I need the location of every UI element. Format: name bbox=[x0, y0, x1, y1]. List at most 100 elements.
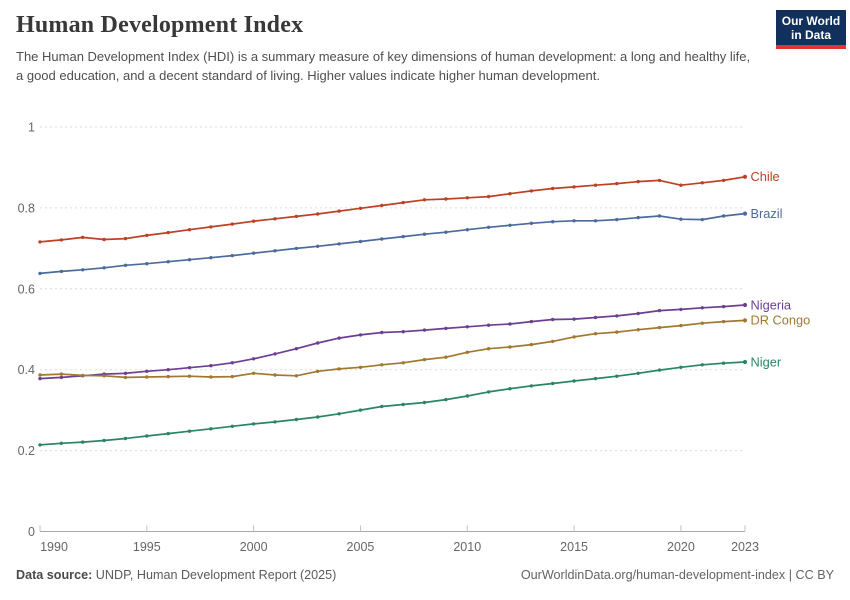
data-point bbox=[593, 332, 598, 336]
data-point bbox=[209, 256, 213, 260]
data-point bbox=[102, 266, 106, 270]
data-point bbox=[742, 318, 748, 323]
data-point bbox=[742, 211, 748, 216]
chart-footer: Data source: UNDP, Human Development Rep… bbox=[16, 568, 834, 582]
data-point bbox=[209, 225, 213, 229]
data-point bbox=[166, 260, 170, 264]
data-point bbox=[59, 375, 64, 380]
data-point bbox=[187, 366, 192, 370]
line-dr-congo[interactable]: DR Congo bbox=[38, 313, 811, 380]
line-niger[interactable]: Niger bbox=[38, 354, 782, 447]
data-point bbox=[444, 230, 448, 234]
data-point bbox=[59, 441, 64, 445]
data-point bbox=[615, 374, 619, 378]
data-point bbox=[529, 342, 534, 347]
data-point bbox=[145, 369, 149, 373]
data-point bbox=[294, 417, 299, 422]
data-point bbox=[316, 415, 320, 419]
data-point bbox=[102, 237, 106, 242]
data-point bbox=[294, 214, 299, 219]
y-tick-label: 0.6 bbox=[18, 282, 35, 296]
data-point bbox=[81, 235, 85, 240]
data-point bbox=[700, 363, 704, 367]
data-point bbox=[615, 217, 619, 222]
series-path-niger bbox=[39, 361, 746, 446]
data-point bbox=[401, 200, 405, 205]
data-point bbox=[251, 251, 256, 255]
data-point bbox=[230, 424, 234, 428]
data-point bbox=[572, 219, 576, 223]
x-tick-label: 2020 bbox=[667, 540, 695, 554]
data-point bbox=[59, 269, 64, 274]
data-point bbox=[465, 394, 469, 398]
data-point bbox=[679, 365, 683, 369]
data-point bbox=[294, 347, 299, 351]
data-point bbox=[187, 429, 192, 433]
series-label-brazil[interactable]: Brazil bbox=[751, 206, 783, 221]
series-label-niger[interactable]: Niger bbox=[751, 354, 782, 369]
y-tick-label: 0.2 bbox=[18, 444, 35, 458]
data-point bbox=[593, 219, 598, 223]
data-point bbox=[380, 330, 384, 335]
data-point bbox=[380, 203, 384, 208]
data-point bbox=[337, 367, 341, 371]
data-point bbox=[529, 189, 534, 193]
data-point bbox=[358, 239, 363, 244]
data-point bbox=[572, 185, 576, 189]
line-brazil[interactable]: Brazil bbox=[38, 206, 783, 276]
line-chile[interactable]: Chile bbox=[38, 169, 780, 244]
data-point bbox=[551, 186, 555, 191]
series-path-brazil bbox=[39, 212, 746, 275]
logo-red-bar bbox=[776, 45, 846, 49]
x-tick-label: 1995 bbox=[133, 540, 161, 554]
data-point bbox=[273, 217, 277, 221]
data-point bbox=[615, 330, 619, 334]
data-point bbox=[572, 379, 576, 383]
data-point bbox=[59, 238, 64, 242]
x-tick-label: 2000 bbox=[240, 540, 268, 554]
data-point bbox=[721, 214, 726, 218]
data-point bbox=[358, 206, 363, 210]
data-point bbox=[230, 253, 234, 258]
y-tick-label: 0.4 bbox=[18, 363, 35, 377]
data-point bbox=[38, 376, 42, 381]
data-point bbox=[59, 372, 64, 376]
series-label-dr-congo[interactable]: DR Congo bbox=[751, 313, 811, 328]
owid-logo[interactable]: Our World in Data bbox=[776, 10, 846, 49]
data-point bbox=[145, 434, 149, 438]
data-point bbox=[657, 178, 662, 183]
data-point bbox=[123, 436, 128, 441]
data-point bbox=[721, 178, 726, 183]
data-point bbox=[657, 308, 662, 313]
data-point bbox=[81, 268, 85, 272]
data-point bbox=[380, 363, 384, 367]
series-path-chile bbox=[39, 175, 746, 243]
series-label-chile[interactable]: Chile bbox=[751, 169, 780, 184]
data-point bbox=[401, 330, 405, 334]
data-point bbox=[636, 215, 640, 220]
data-point bbox=[529, 384, 534, 388]
series-label-nigeria[interactable]: Nigeria bbox=[751, 297, 792, 312]
data-point bbox=[422, 328, 427, 332]
data-point bbox=[486, 194, 491, 199]
canonical-link[interactable]: OurWorldinData.org/human-development-ind… bbox=[520, 568, 834, 582]
data-point bbox=[123, 263, 128, 267]
data-point bbox=[38, 443, 42, 447]
data-source-text: UNDP, Human Development Report (2025) bbox=[92, 568, 337, 582]
data-point bbox=[721, 319, 726, 324]
data-point bbox=[294, 246, 299, 251]
data-point bbox=[508, 345, 512, 349]
x-tick-label: 2005 bbox=[347, 540, 375, 554]
data-point bbox=[444, 397, 448, 402]
data-point bbox=[230, 222, 234, 226]
data-point bbox=[166, 230, 170, 235]
data-point bbox=[508, 322, 512, 326]
owid-logo-box: Our World in Data bbox=[776, 10, 846, 45]
data-point bbox=[508, 387, 512, 391]
data-point bbox=[102, 438, 106, 443]
data-point bbox=[636, 179, 640, 184]
data-point bbox=[209, 375, 213, 379]
data-point bbox=[401, 234, 405, 239]
line-nigeria[interactable]: Nigeria bbox=[38, 297, 792, 381]
